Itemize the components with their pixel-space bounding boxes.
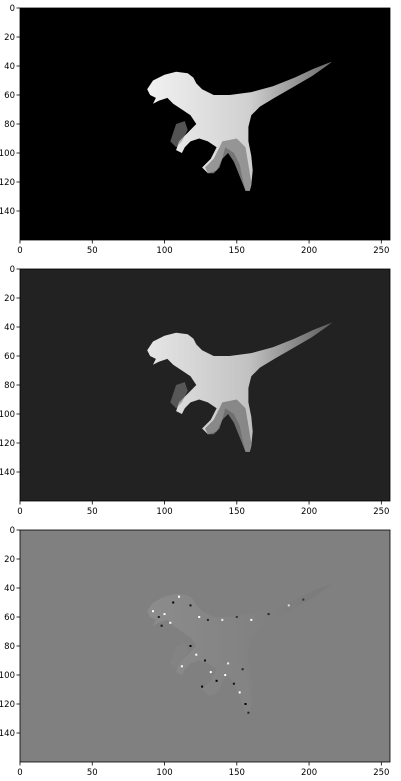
dinosaur-far-leg [205, 138, 252, 191]
diff-speckle [235, 616, 238, 618]
y-tick-label: 0 [10, 265, 15, 275]
diff-speckle [215, 679, 218, 682]
x-tick-label: 250 [373, 246, 389, 256]
y-tick-label: 0 [10, 4, 15, 14]
x-tick-label: 100 [156, 768, 172, 778]
y-tick-label: 60 [4, 91, 15, 101]
x-tick-label: 50 [87, 768, 98, 778]
dinosaur-silhouette [147, 322, 333, 452]
y-tick-label: 120 [0, 439, 15, 449]
x-tick-label: 0 [17, 246, 22, 256]
diff-speckle [160, 624, 163, 627]
diff-speckle [209, 671, 212, 674]
diff-speckle [189, 645, 192, 647]
x-tick-label: 50 [87, 507, 98, 517]
diff-speckle [163, 613, 166, 616]
dinosaur-arm [170, 121, 188, 148]
chart-panel-1: 0 50 100 150 200 250 0 20 40 60 80 100 120 140 [0, 4, 391, 256]
diff-speckle [250, 618, 253, 621]
diff-speckle [206, 618, 209, 621]
diff-speckle [172, 601, 175, 604]
x-tick-label: 0 [17, 768, 22, 778]
y-tick-label: 100 [0, 149, 15, 159]
diff-speckle [241, 668, 244, 671]
x-tick-label: 150 [229, 507, 245, 517]
diff-speckle [180, 665, 183, 668]
y-tick-label: 20 [4, 33, 15, 43]
diff-speckle [152, 610, 154, 613]
x-tick-label: 0 [17, 507, 22, 517]
diff-speckle [247, 711, 250, 714]
y-tick-label: 40 [4, 584, 15, 594]
x-tick-label: 150 [229, 246, 245, 256]
y-tick-label: 120 [0, 178, 15, 188]
y-tick-label: 100 [0, 671, 15, 681]
x-tick-label: 200 [301, 768, 317, 778]
diff-speckle [201, 685, 204, 688]
diff-speckle [267, 613, 270, 616]
chart-panel-2: 0 50 100 150 200 250 0 20 40 60 80 100 120 140 [0, 265, 391, 517]
diff-speckle [287, 604, 290, 607]
diff-speckle [224, 674, 227, 676]
diff-speckle [189, 604, 192, 607]
diff-speckle [169, 621, 172, 624]
diff-speckle [232, 682, 235, 685]
diff-speckle [198, 616, 201, 618]
y-tick-label: 80 [4, 642, 15, 652]
x-tick-label: 200 [301, 246, 317, 256]
y-tick-label: 100 [0, 410, 15, 420]
y-tick-label: 140 [0, 207, 15, 217]
y-tick-label: 120 [0, 700, 15, 710]
dinosaur-far-leg [205, 660, 252, 713]
diff-speckle [221, 618, 224, 621]
y-tick-label: 0 [10, 526, 15, 536]
y-tick-label: 40 [4, 323, 15, 333]
y-tick-label: 20 [4, 294, 15, 304]
diff-speckle [238, 691, 241, 694]
x-tick-label: 100 [156, 507, 172, 517]
y-tick-label: 80 [4, 381, 15, 391]
y-tick-label: 60 [4, 352, 15, 362]
y-tick-label: 20 [4, 555, 15, 565]
x-tick-label: 50 [87, 246, 98, 256]
x-tick-label: 250 [373, 507, 389, 517]
diff-speckle [302, 598, 305, 601]
diff-speckle [244, 703, 247, 705]
chart-panel-3: 0 50 100 150 200 250 0 20 40 60 80 100 120 140 [0, 526, 391, 778]
dinosaur-silhouette [147, 61, 333, 191]
y-tick-label: 60 [4, 613, 15, 623]
y-tick-label: 140 [0, 729, 15, 739]
diff-speckle [227, 662, 230, 665]
dinosaur-arm [170, 382, 188, 409]
diff-speckle [195, 653, 198, 656]
x-tick-label: 250 [373, 768, 389, 778]
diff-speckle [204, 659, 206, 662]
dinosaur-silhouette [147, 583, 333, 713]
dinosaur-far-leg [205, 399, 252, 452]
x-tick-label: 150 [229, 768, 245, 778]
x-tick-label: 200 [301, 507, 317, 517]
diff-speckle [157, 616, 160, 618]
y-tick-label: 140 [0, 468, 15, 478]
y-tick-label: 80 [4, 120, 15, 130]
x-tick-label: 100 [156, 246, 172, 256]
diff-speckle [178, 595, 180, 598]
y-tick-label: 40 [4, 62, 15, 72]
dinosaur-arm [170, 643, 188, 670]
